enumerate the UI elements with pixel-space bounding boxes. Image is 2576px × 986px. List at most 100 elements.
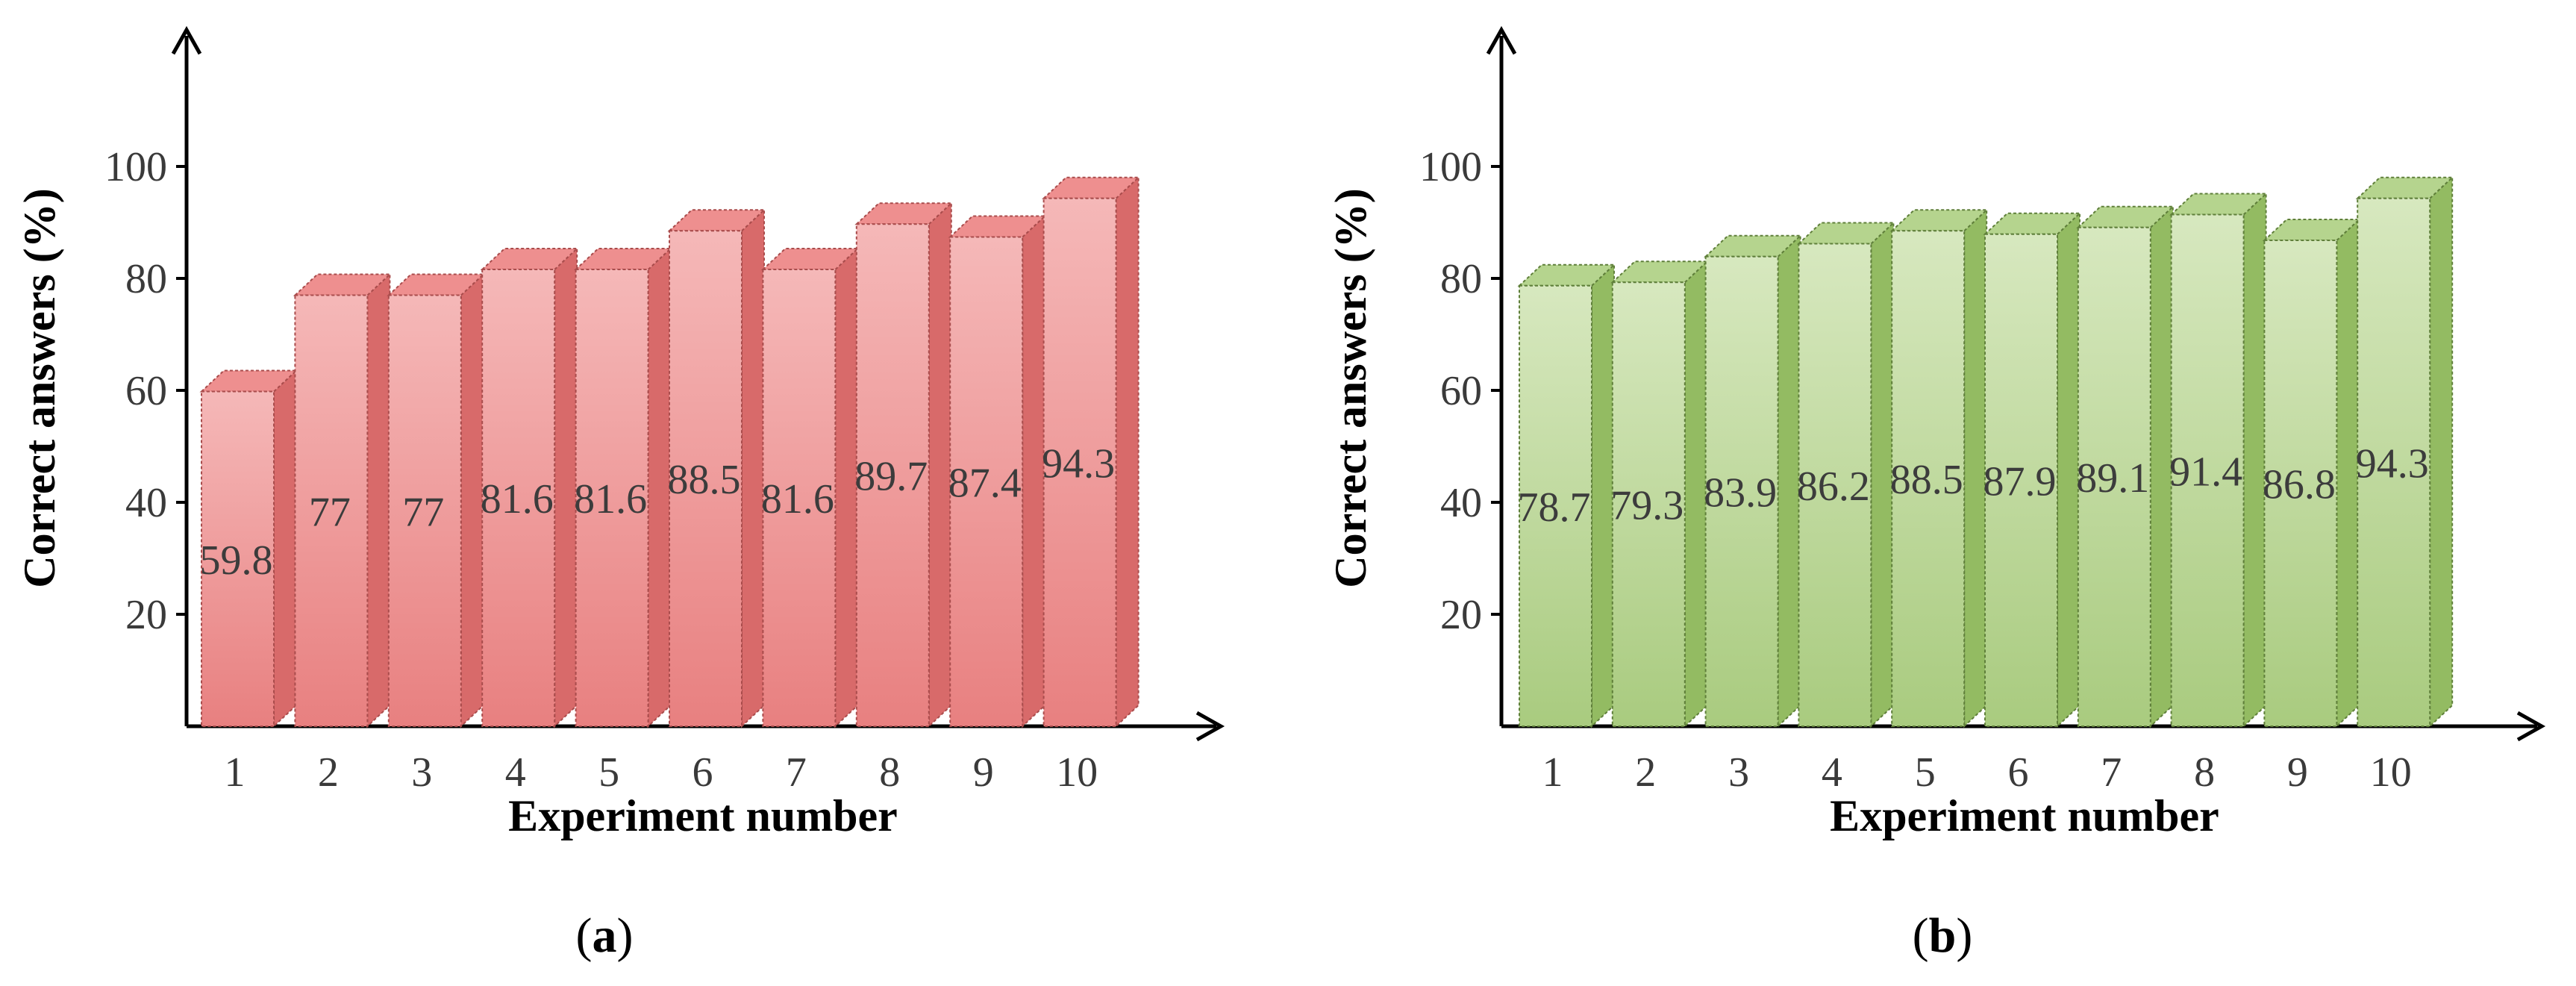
bar	[387, 272, 486, 728]
bar-front-face	[1704, 255, 1779, 727]
data-label: 59.8	[200, 537, 273, 584]
x-tick-label: 6	[693, 749, 713, 796]
bar	[854, 201, 954, 728]
bar	[2169, 192, 2269, 728]
bar	[293, 272, 392, 728]
chart-panel-a: 20 40 60 80 100 59.8 77 77 81.6 81.6 88.5 81.6 89.7…	[15, 25, 1225, 963]
bar-side-face	[2429, 175, 2454, 728]
panel-letter: b	[1929, 908, 1957, 963]
bar-front-face	[2263, 240, 2338, 727]
bar	[1983, 211, 2082, 728]
panel-label-a: (a)	[576, 908, 634, 963]
bar	[760, 246, 860, 728]
data-label: 81.6	[574, 476, 647, 522]
bar-front-face	[2077, 226, 2151, 727]
data-label: 88.5	[668, 457, 741, 503]
data-label: 86.8	[2263, 462, 2336, 508]
y-tick-label: 60	[125, 368, 167, 414]
data-label: 94.3	[2356, 440, 2429, 487]
y-axis-title: Correct answers (%)	[15, 188, 64, 587]
bar-side-face	[1115, 175, 1139, 728]
bar-front-face	[1891, 230, 1966, 727]
bar-front-face	[855, 223, 930, 727]
x-tick-label: 7	[786, 749, 807, 796]
x-tick-label: 4	[505, 749, 526, 796]
bar-front-face	[949, 236, 1024, 727]
bar-front-face	[1798, 243, 1872, 727]
bar-group: 78.7 79.3 83.9 86.2 88.5 87.9 89.1 91.4 86.8 94.3	[1517, 175, 2454, 728]
data-label: 86.2	[1797, 464, 1870, 510]
y-tick-label: 100	[104, 144, 167, 190]
chart-panel-b: 20 40 60 80 100 78.7 79.3 83.9 86.2 88.5 87.9 89.1…	[1326, 25, 2546, 963]
data-label: 78.7	[1518, 484, 1591, 531]
data-label: 77	[309, 489, 351, 535]
x-tick-label: 10	[1056, 749, 1098, 796]
x-tick-label: 5	[1915, 749, 1936, 796]
bar	[480, 246, 579, 728]
y-axis-title: Correct answers (%)	[1326, 188, 1375, 587]
bar	[2355, 175, 2454, 728]
bar	[1042, 175, 1141, 728]
bar-front-face	[2357, 197, 2431, 727]
x-tick-label: 9	[2287, 749, 2308, 796]
x-tick-label: 1	[1542, 749, 1563, 796]
bar-front-face	[575, 269, 649, 727]
data-label: 81.6	[481, 476, 554, 522]
x-tick-label: 6	[2008, 749, 2029, 796]
bar	[2262, 217, 2361, 728]
bar-front-face	[1042, 197, 1117, 727]
data-label: 87.9	[1983, 458, 2057, 505]
x-tick-label: 8	[2194, 749, 2215, 796]
y-tick-label: 40	[125, 480, 167, 526]
y-tick-group: 20 40 60 80 100	[104, 144, 187, 638]
y-tick-label: 20	[1440, 592, 1482, 638]
data-label: 89.7	[854, 454, 928, 500]
bar-side-face	[741, 208, 765, 728]
y-tick-label: 40	[1440, 480, 1482, 526]
bar-front-face	[1519, 284, 1592, 727]
y-tick-label: 80	[125, 256, 167, 302]
bar-side-face	[366, 272, 391, 728]
x-tick-label: 4	[1822, 749, 1842, 796]
x-axis-title: Experiment number	[1830, 791, 2219, 840]
panel-label-b: (b)	[1913, 908, 1973, 963]
x-axis-arrow	[2516, 711, 2546, 742]
bar-group: 59.8 77 77 81.6 81.6 88.5 81.6 89.7 87.4 94.3	[199, 175, 1141, 728]
x-axis-arrow	[1195, 711, 1225, 742]
x-tick-label: 3	[411, 749, 432, 796]
data-label: 89.1	[2076, 455, 2149, 502]
y-tick-group: 20 40 60 80 100	[1419, 144, 1501, 638]
x-tick-label: 7	[2101, 749, 2122, 796]
x-tick-label: 10	[2370, 749, 2412, 796]
data-label: 91.4	[2169, 449, 2242, 495]
bar-front-face	[294, 294, 369, 727]
data-label: 87.4	[948, 460, 1022, 506]
bar	[1610, 259, 1710, 728]
bar	[1889, 208, 1989, 728]
bar-front-face	[481, 269, 556, 727]
bar	[2076, 205, 2175, 728]
y-tick-label: 20	[125, 592, 167, 638]
y-tick-label: 100	[1419, 144, 1482, 190]
bar	[667, 208, 766, 728]
data-label: 81.6	[761, 476, 834, 522]
bar-front-face	[2170, 213, 2245, 727]
x-tick-label: 1	[225, 749, 246, 796]
data-label: 83.9	[1704, 469, 1777, 516]
bar	[199, 369, 298, 728]
y-tick-label: 80	[1440, 256, 1482, 302]
bar-front-face	[669, 230, 743, 727]
bar-side-face	[2242, 192, 2267, 728]
bar-side-face	[1777, 234, 1801, 728]
bar	[574, 246, 673, 728]
data-label: 79.3	[1610, 483, 1684, 529]
y-tick-label: 60	[1440, 368, 1482, 414]
data-label: 94.3	[1042, 440, 1115, 487]
y-axis-arrow	[171, 25, 202, 55]
bar-front-face	[762, 269, 837, 727]
x-tick-label: 8	[879, 749, 900, 796]
bar-side-face	[928, 201, 952, 728]
bar-front-face	[1611, 281, 1686, 727]
x-tick-group: 1 2 3 4 5 6 7 8 9 10	[1542, 749, 2412, 796]
